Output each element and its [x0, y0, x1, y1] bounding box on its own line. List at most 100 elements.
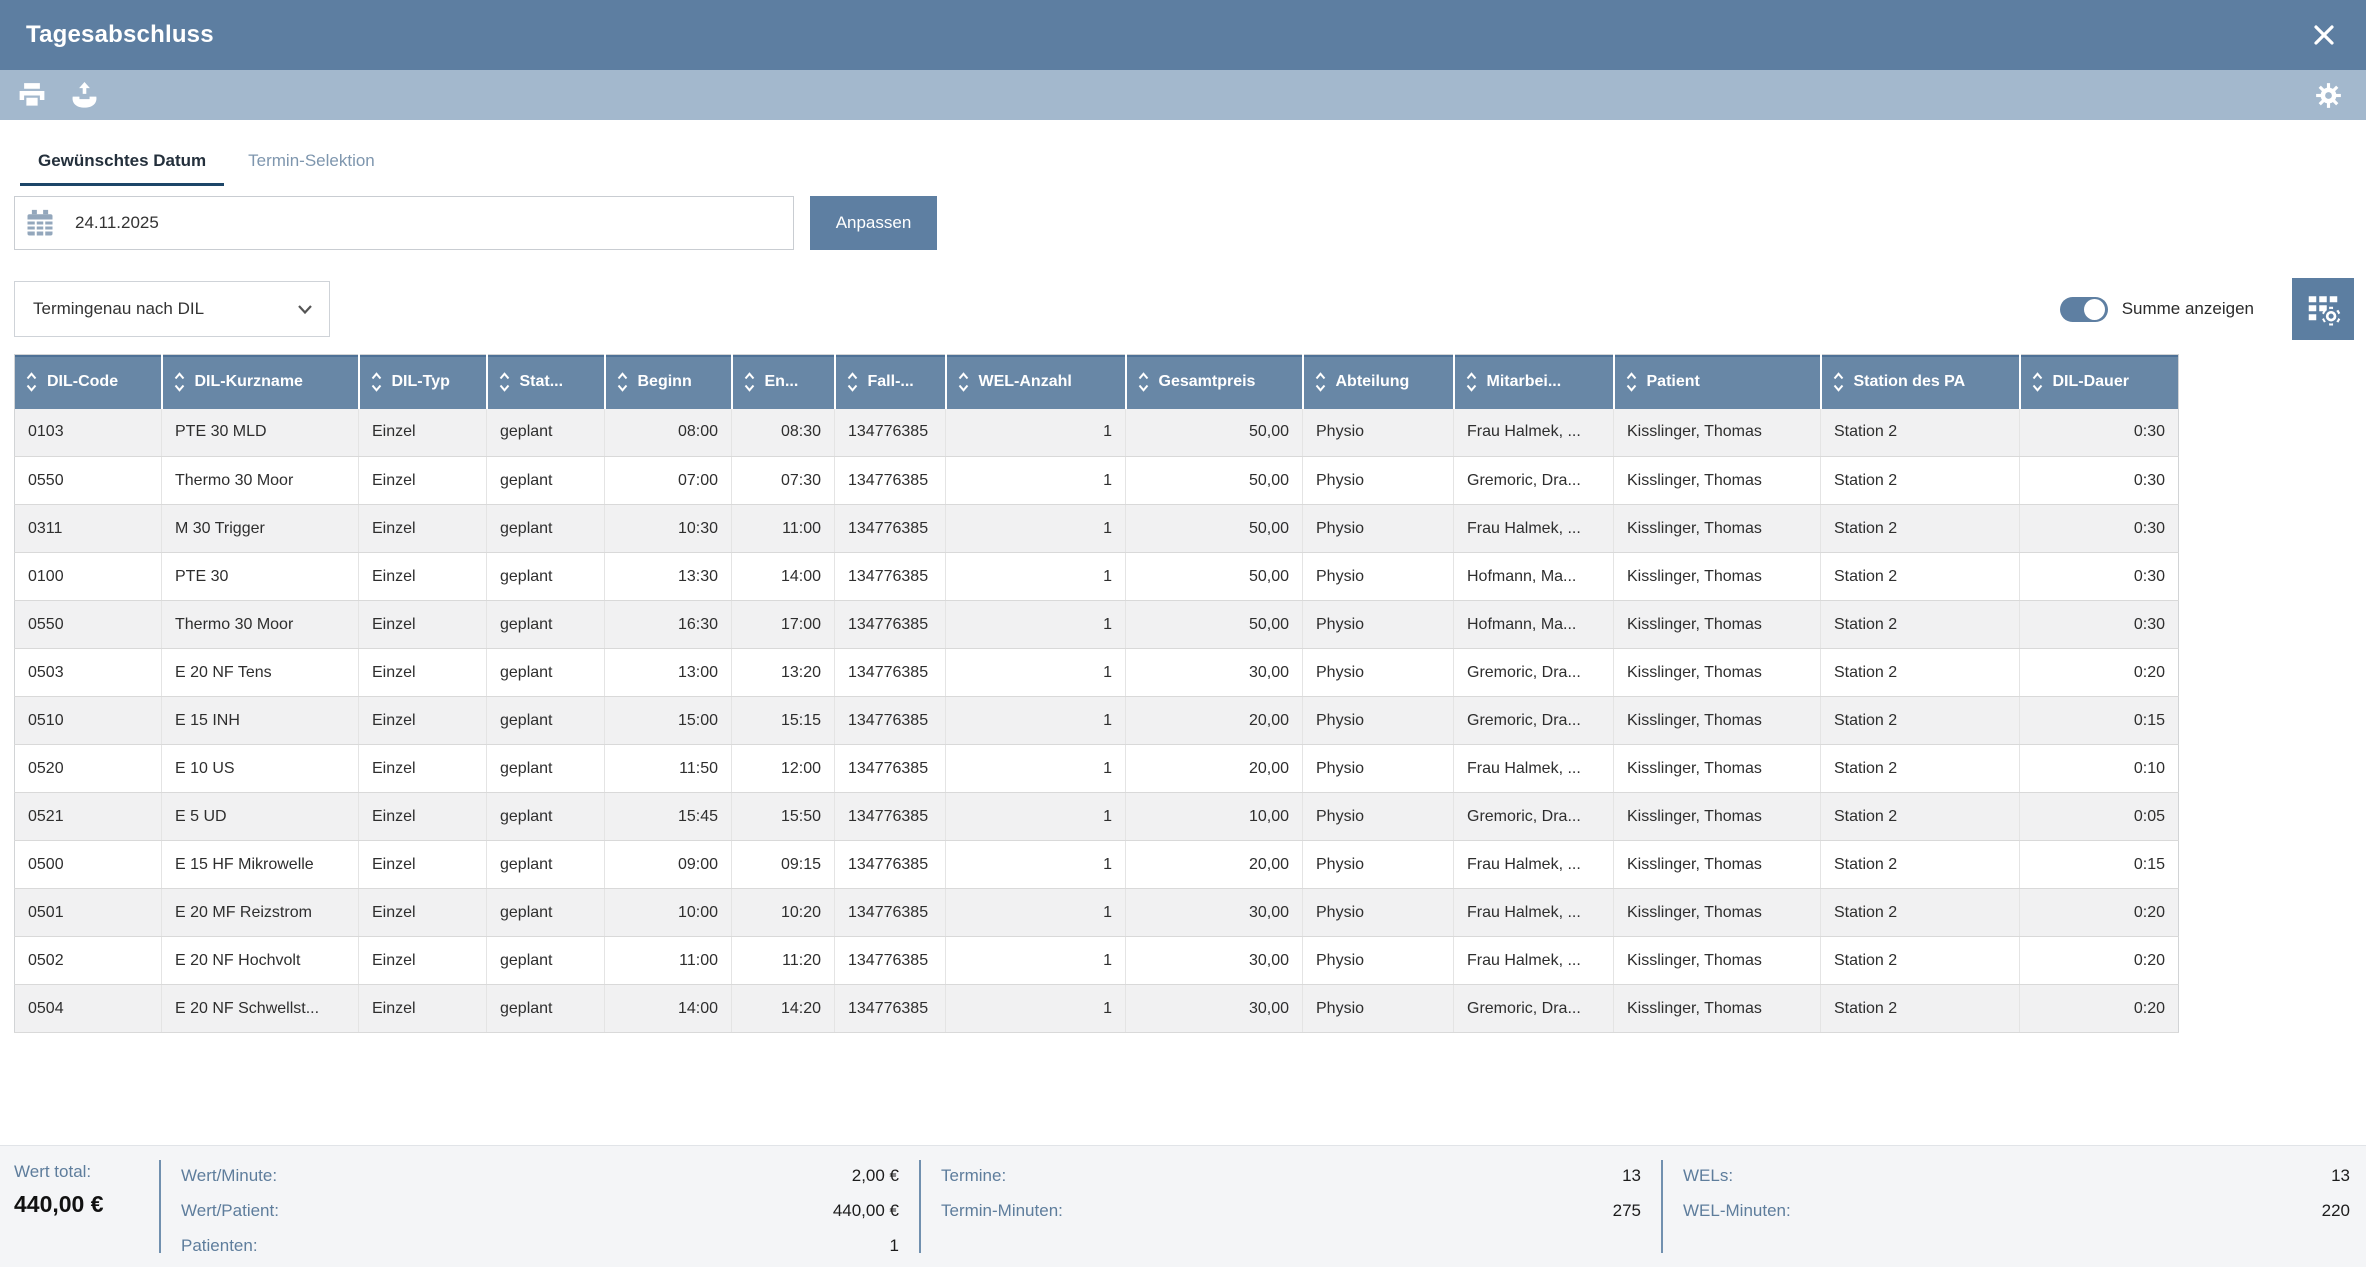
cell-ende: 11:20	[731, 936, 835, 985]
column-header-dil-code[interactable]: DIL-Code	[14, 354, 163, 409]
column-header-dil-kurzname[interactable]: DIL-Kurzname	[161, 354, 360, 409]
cell-dil-kurzname: E 20 NF Tens	[161, 648, 359, 697]
column-header-label: DIL-Code	[47, 372, 119, 390]
table-settings-button[interactable]	[2292, 278, 2354, 340]
column-header-mitarbeiter[interactable]: Mitarbei...	[1453, 354, 1615, 409]
close-button[interactable]	[2306, 17, 2342, 53]
cell-mitarbeiter: Hofmann, Ma...	[1453, 600, 1614, 649]
column-header-gesamtpreis[interactable]: Gesamtpreis	[1125, 354, 1304, 409]
cell-dil-code: 0311	[14, 504, 162, 553]
column-header-abteilung[interactable]: Abteilung	[1302, 354, 1455, 409]
cell-patient: Kisslinger, Thomas	[1613, 744, 1821, 793]
cell-dil-typ: Einzel	[358, 984, 487, 1033]
column-header-label: DIL-Dauer	[2052, 372, 2129, 390]
column-header-label: DIL-Typ	[391, 372, 450, 390]
print-button[interactable]	[16, 79, 48, 111]
column-header-label: Station des PA	[1853, 372, 1966, 390]
table-row[interactable]: 0500 E 15 HF Mikrowelle Einzel geplant 09:00…	[14, 840, 2179, 889]
grouping-select[interactable]: Termingenau nach DIL	[14, 281, 330, 337]
cell-beginn: 15:45	[604, 792, 732, 841]
table-head: DIL-Code DIL-Kurzname DIL-Typ Stat... Beginn…	[14, 354, 2179, 409]
cell-dil-code: 0501	[14, 888, 162, 937]
sort-icon	[846, 370, 859, 394]
column-header-label: Mitarbei...	[1486, 372, 1562, 390]
date-field-wrapper	[14, 196, 794, 250]
cell-dil-typ: Einzel	[358, 504, 487, 553]
table-row[interactable]: 0510 E 15 INH Einzel geplant 15:00 15:15 13477…	[14, 696, 2179, 745]
column-header-wel-anzahl[interactable]: WEL-Anzahl	[945, 354, 1127, 409]
sum-toggle-label: Summe anzeigen	[2121, 299, 2254, 318]
cell-abteilung: Physio	[1302, 888, 1454, 937]
column-header-label: DIL-Kurzname	[194, 372, 303, 390]
column-header-ende[interactable]: En...	[731, 354, 836, 409]
table-row[interactable]: 0503 E 20 NF Tens Einzel geplant 13:00 13:20 1…	[14, 648, 2179, 697]
table-row[interactable]: 0311 M 30 Trigger Einzel geplant 10:30 11:00 1…	[14, 504, 2179, 553]
table-header-row: DIL-Code DIL-Kurzname DIL-Typ Stat... Beginn…	[14, 354, 2179, 409]
table-row[interactable]: 0550 Thermo 30 Moor Einzel geplant 07:00 07:3…	[14, 456, 2179, 505]
cell-status: geplant	[486, 984, 605, 1033]
cell-gesamtpreis: 10,00	[1125, 792, 1303, 841]
column-header-dil-dauer[interactable]: DIL-Dauer	[2019, 354, 2179, 409]
cell-dil-code: 0500	[14, 840, 162, 889]
column-header-station-des-pa[interactable]: Station des PA	[1820, 354, 2021, 409]
cell-gesamtpreis: 20,00	[1125, 696, 1303, 745]
cell-dil-dauer: 0:30	[2019, 456, 2179, 505]
tab-gewuenschtes-datum[interactable]: Gewünschtes Datum	[20, 140, 225, 186]
table-row[interactable]: 0100 PTE 30 Einzel geplant 13:30 14:00 1347763…	[14, 552, 2179, 601]
column-header-dil-typ[interactable]: DIL-Typ	[358, 354, 488, 409]
cell-beginn: 16:30	[604, 600, 732, 649]
table-row[interactable]: 0103 PTE 30 MLD Einzel geplant 08:00 08:30 134…	[14, 408, 2179, 457]
tab-termin-selektion[interactable]: Termin-Selektion	[248, 151, 375, 170]
table-row[interactable]: 0550 Thermo 30 Moor Einzel geplant 16:30 17:0…	[14, 600, 2179, 649]
cell-beginn: 10:00	[604, 888, 732, 937]
cell-wel-anzahl: 1	[945, 600, 1126, 649]
cell-fall: 134776385	[834, 552, 946, 601]
column-header-status[interactable]: Stat...	[486, 354, 606, 409]
cell-mitarbeiter: Gremoric, Dra...	[1453, 792, 1614, 841]
cell-fall: 134776385	[834, 456, 946, 505]
export-button[interactable]	[68, 79, 100, 111]
column-header-beginn[interactable]: Beginn	[604, 354, 733, 409]
appointments-table: DIL-Code DIL-Kurzname DIL-Typ Stat... Beginn…	[14, 354, 2179, 1033]
column-header-patient[interactable]: Patient	[1613, 354, 1822, 409]
summary-termine-section: Termine: 13 Termin-Minuten: 275	[941, 1158, 1641, 1267]
toolbar	[0, 70, 2366, 120]
cell-mitarbeiter: Gremoric, Dra...	[1453, 696, 1614, 745]
sort-icon	[1625, 370, 1638, 394]
cell-wel-anzahl: 1	[945, 696, 1126, 745]
cell-dil-code: 0521	[14, 792, 162, 841]
cell-ende: 09:15	[731, 840, 835, 889]
summary-total-label: Wert total:	[14, 1162, 92, 1181]
cell-mitarbeiter: Frau Halmek, ...	[1453, 504, 1614, 553]
date-input[interactable]	[73, 212, 793, 234]
cell-gesamtpreis: 50,00	[1125, 456, 1303, 505]
print-icon	[19, 82, 45, 108]
cell-dil-typ: Einzel	[358, 888, 487, 937]
cell-dil-kurzname: E 15 HF Mikrowelle	[161, 840, 359, 889]
summary-value: 13	[1622, 1165, 1641, 1185]
cell-station-des-pa: Station 2	[1820, 648, 2020, 697]
cell-gesamtpreis: 30,00	[1125, 648, 1303, 697]
table-row[interactable]: 0502 E 20 NF Hochvolt Einzel geplant 11:00 11…	[14, 936, 2179, 985]
table-row[interactable]: 0504 E 20 NF Schwellst... Einzel geplant 14:…	[14, 984, 2179, 1033]
column-header-label: Beginn	[637, 372, 692, 390]
summary-wel-section: WELs: 13 WEL-Minuten: 220	[1683, 1158, 2350, 1267]
summary-divider	[1661, 1160, 1663, 1253]
cell-dil-code: 0504	[14, 984, 162, 1033]
table-row[interactable]: 0520 E 10 US Einzel geplant 11:50 12:00 134776…	[14, 744, 2179, 793]
apply-date-button[interactable]: Anpassen	[810, 196, 937, 250]
cell-beginn: 08:00	[604, 408, 732, 457]
cell-dil-code: 0502	[14, 936, 162, 985]
column-header-fall[interactable]: Fall-...	[834, 354, 947, 409]
settings-button[interactable]	[2312, 79, 2344, 111]
cell-dil-code: 0103	[14, 408, 162, 457]
cell-ende: 12:00	[731, 744, 835, 793]
table-row[interactable]: 0521 E 5 UD Einzel geplant 15:45 15:50 1347763…	[14, 792, 2179, 841]
cell-gesamtpreis: 20,00	[1125, 744, 1303, 793]
cell-ende: 10:20	[731, 888, 835, 937]
cell-dil-dauer: 0:20	[2019, 888, 2179, 937]
table-row[interactable]: 0501 E 20 MF Reizstrom Einzel geplant 10:00 1…	[14, 888, 2179, 937]
cell-dil-typ: Einzel	[358, 600, 487, 649]
cell-gesamtpreis: 50,00	[1125, 552, 1303, 601]
sum-toggle[interactable]	[2059, 296, 2108, 322]
